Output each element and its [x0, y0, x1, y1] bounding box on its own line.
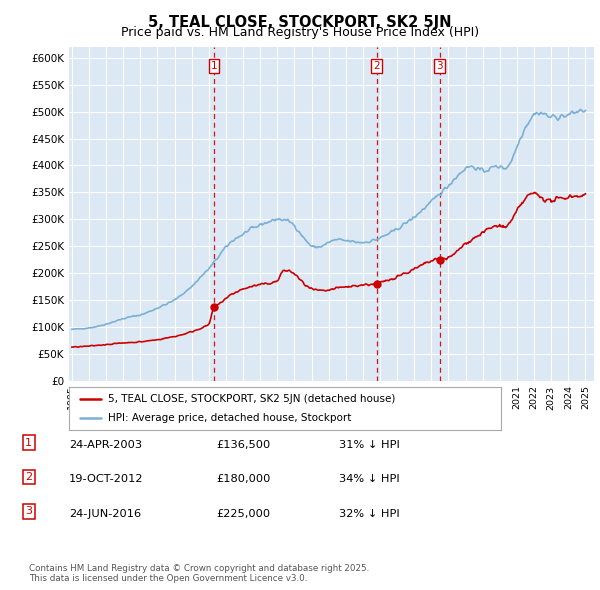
Text: 5, TEAL CLOSE, STOCKPORT, SK2 5JN: 5, TEAL CLOSE, STOCKPORT, SK2 5JN: [148, 15, 452, 30]
Text: HPI: Average price, detached house, Stockport: HPI: Average price, detached house, Stoc…: [108, 413, 351, 423]
Text: 2: 2: [373, 61, 380, 71]
Text: 5, TEAL CLOSE, STOCKPORT, SK2 5JN (detached house): 5, TEAL CLOSE, STOCKPORT, SK2 5JN (detac…: [108, 394, 395, 404]
Text: 1: 1: [211, 61, 217, 71]
Text: 31% ↓ HPI: 31% ↓ HPI: [339, 440, 400, 450]
Text: £136,500: £136,500: [216, 440, 270, 450]
Text: 3: 3: [25, 506, 32, 516]
Text: Contains HM Land Registry data © Crown copyright and database right 2025.
This d: Contains HM Land Registry data © Crown c…: [29, 563, 369, 583]
Text: 1: 1: [25, 438, 32, 448]
Text: Price paid vs. HM Land Registry's House Price Index (HPI): Price paid vs. HM Land Registry's House …: [121, 26, 479, 39]
Text: 3: 3: [436, 61, 443, 71]
Text: 32% ↓ HPI: 32% ↓ HPI: [339, 509, 400, 519]
Text: 2: 2: [25, 472, 32, 482]
Text: £180,000: £180,000: [216, 474, 271, 484]
Text: 24-JUN-2016: 24-JUN-2016: [69, 509, 141, 519]
Text: 19-OCT-2012: 19-OCT-2012: [69, 474, 143, 484]
Text: 24-APR-2003: 24-APR-2003: [69, 440, 142, 450]
Text: £225,000: £225,000: [216, 509, 270, 519]
Text: 34% ↓ HPI: 34% ↓ HPI: [339, 474, 400, 484]
